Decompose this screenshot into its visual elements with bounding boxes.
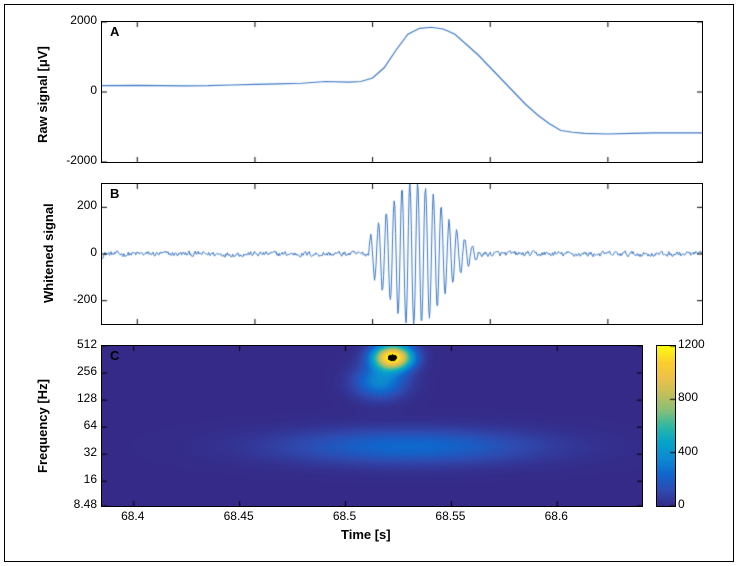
panel-b-canvas [102,184,702,324]
colorbar-canvas [657,346,675,506]
colorbar-tick-label: 1200 [678,337,705,351]
panel-c-letter: C [110,348,119,363]
ytick-label: 8.48 [47,497,97,511]
ytick-label: 0 [47,245,97,259]
x-axis-label: Time [s] [341,527,391,542]
ytick-label: 0 [47,83,97,97]
xtick-label: 68.45 [214,509,264,523]
ytick-label: 2000 [47,13,97,27]
ytick-label: -200 [47,292,97,306]
ytick-label: 32 [47,445,97,459]
panel-b-letter: B [110,186,119,201]
xtick-label: 68.5 [320,509,370,523]
panel-c: C [101,345,643,507]
colorbar-tick-label: 800 [678,390,698,404]
figure-frame: A Raw signal [μV] -200002000 B Whitened … [4,4,734,562]
ytick-label: 512 [47,337,97,351]
colorbar-tick-label: 0 [678,497,685,511]
panel-a: A [101,21,703,163]
xtick-label: 68.6 [531,509,581,523]
xtick-label: 68.55 [425,509,475,523]
ytick-label: 256 [47,364,97,378]
ytick-label: 64 [47,418,97,432]
panel-a-canvas [102,22,702,162]
panel-c-canvas [102,346,642,506]
panel-b: B [101,183,703,325]
ytick-label: 200 [47,198,97,212]
ytick-label: 128 [47,391,97,405]
colorbar [656,345,676,507]
xtick-label: 68.4 [108,509,158,523]
panel-a-letter: A [110,24,119,39]
ytick-label: 16 [47,472,97,486]
colorbar-tick-label: 400 [678,444,698,458]
ytick-label: -2000 [47,153,97,167]
